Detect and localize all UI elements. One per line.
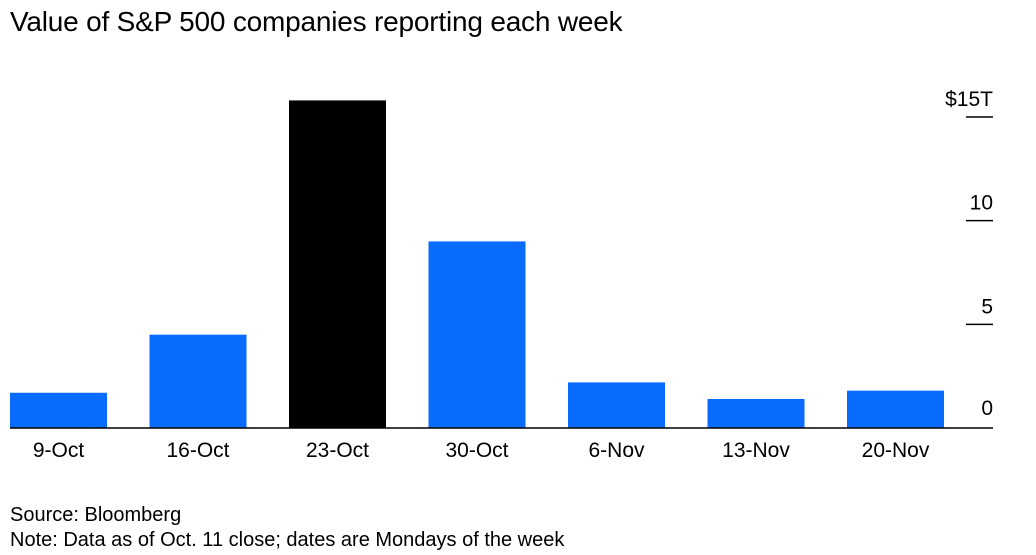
bars-group [10, 100, 944, 428]
bar-6-nov [568, 382, 665, 428]
bar-16-oct [149, 334, 247, 428]
y-tick-label: 10 [970, 192, 993, 215]
y-tick-label: $15T [945, 88, 993, 111]
x-tick-label: 30-Oct [445, 439, 508, 462]
footnotes: Source: Bloomberg Note: Data as of Oct. … [10, 503, 564, 553]
bar-23-oct [289, 100, 386, 428]
bar-20-nov [847, 390, 944, 428]
source-text: Source: Bloomberg [10, 504, 182, 526]
bar-30-oct [428, 241, 526, 428]
x-tick-labels: 9-Oct 16-Oct 23-Oct 30-Oct 6-Nov 13-Nov 20-Nov [33, 439, 930, 462]
note-text: Note: Data as of Oct. 11 close; dates ar… [10, 529, 565, 551]
x-tick-label: 9-Oct [33, 439, 85, 462]
y-tick-label: 0 [981, 397, 993, 420]
bar-chart: 9-Oct 16-Oct 23-Oct 30-Oct 6-Nov 13-Nov 20-Nov… [10, 88, 993, 462]
y-axis: 0 5 10 $15T [945, 88, 993, 420]
x-tick-label: 13-Nov [722, 439, 790, 462]
x-tick-label: 6-Nov [588, 439, 645, 462]
x-tick-label: 20-Nov [862, 439, 930, 462]
bar-13-nov [707, 398, 805, 428]
x-tick-label: 23-Oct [306, 439, 369, 462]
bar-9-oct [10, 392, 107, 428]
x-tick-label: 16-Oct [166, 439, 229, 462]
chart-title: Value of S&P 500 companies reporting eac… [10, 6, 623, 37]
y-tick-label: 5 [981, 295, 993, 318]
